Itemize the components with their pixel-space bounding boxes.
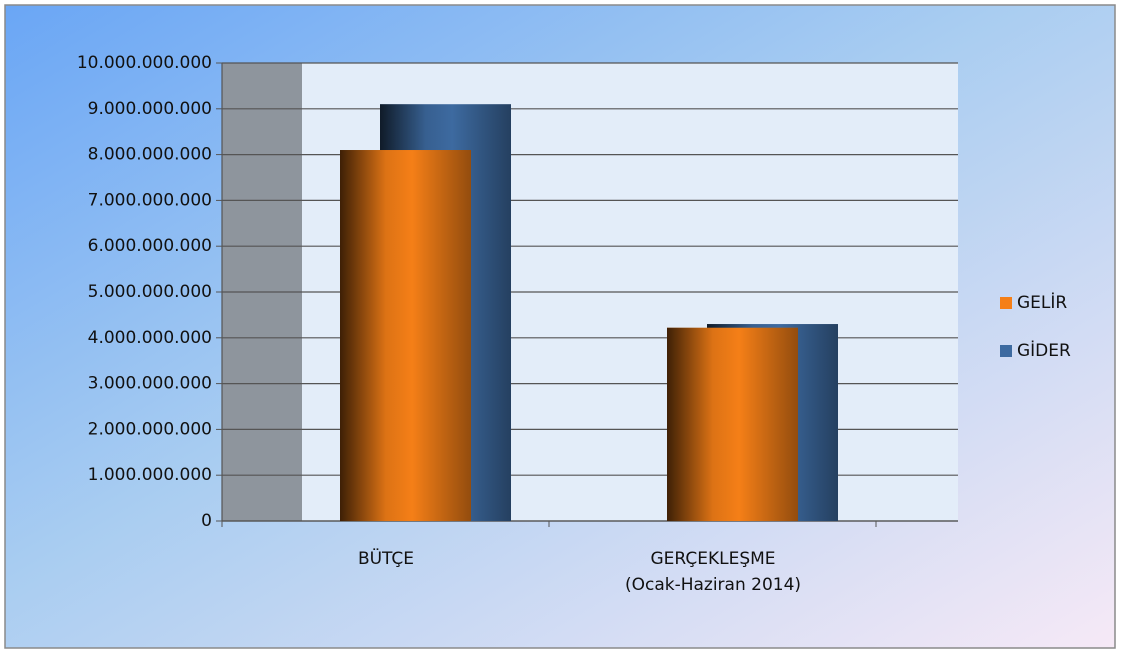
bar-shade	[340, 150, 471, 521]
x-tick-label: GERÇEKLEŞME (Ocak-Haziran 2014)	[624, 549, 802, 595]
y-tick-label: 2.000.000.000	[88, 419, 212, 439]
legend-swatch	[1000, 345, 1012, 357]
legend-swatch	[1000, 297, 1012, 309]
legend-label: GİDER	[1017, 340, 1071, 361]
y-tick-label: 10.000.000.000	[77, 53, 212, 73]
y-tick-label: 7.000.000.000	[88, 190, 212, 210]
y-tick-label: 0	[201, 511, 212, 531]
y-tick-label: 9.000.000.000	[88, 99, 212, 119]
y-tick-label: 5.000.000.000	[88, 282, 212, 302]
y-tick-label: 6.000.000.000	[88, 236, 212, 256]
y-tick-label: 1.000.000.000	[88, 465, 212, 485]
bar-shade	[667, 327, 798, 521]
y-tick-label: 8.000.000.000	[88, 145, 212, 165]
x-tick-label: BÜTÇE	[357, 549, 415, 569]
y-tick-label: 4.000.000.000	[88, 328, 212, 348]
legend-label: GELİR	[1017, 292, 1067, 313]
y-tick-label: 3.000.000.000	[88, 374, 212, 394]
